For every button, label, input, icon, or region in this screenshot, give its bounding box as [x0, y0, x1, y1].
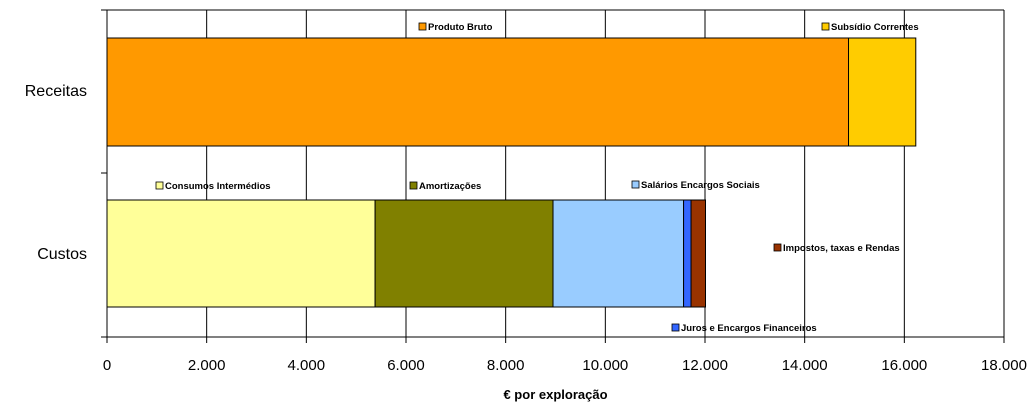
legend-swatch — [821, 22, 830, 31]
legend-label: Consumos Intermédios — [165, 181, 271, 192]
x-tick-labels: 0 2.000 4.000 6.000 8.000 10.000 12.000 14.000 1… — [103, 357, 1027, 374]
x-tick-label: 16.000 — [881, 357, 927, 374]
bar-segment — [683, 199, 692, 308]
legend-swatch — [773, 243, 782, 252]
legend-label: Salários Encargos Sociais — [641, 180, 760, 191]
legend-label: Impostos, taxas e Rendas — [783, 243, 900, 254]
bar-segment — [106, 37, 850, 147]
legend-swatch — [671, 323, 680, 332]
x-tick-label: 2.000 — [188, 357, 226, 374]
legend-swatch — [155, 181, 164, 190]
bar-segment — [848, 37, 917, 147]
legend-item: Impostos, taxas e Rendas — [773, 243, 900, 254]
legend-label: Produto Bruto — [428, 22, 493, 33]
category-label: Receitas — [25, 83, 87, 100]
legend-swatch — [418, 22, 427, 31]
x-tick-label: 0 — [103, 357, 111, 374]
x-tick-label: 8.000 — [487, 357, 525, 374]
x-axis-title: € por exploração — [503, 387, 607, 402]
legend-label: Juros e Encargos Financeiros — [681, 323, 817, 334]
legend-label: Subsídio Correntes — [831, 22, 919, 33]
legend-label: Amortizações — [419, 181, 481, 192]
category-label: Custos — [37, 246, 87, 263]
x-tick-label: 4.000 — [288, 357, 326, 374]
legend-labels: Produto Bruto Subsídio Correntes Consumos … — [155, 22, 919, 334]
x-tick-label: 18.000 — [981, 357, 1027, 374]
x-tick-label: 10.000 — [582, 357, 628, 374]
bar-segment — [690, 199, 706, 308]
axes — [101, 9, 1005, 343]
legend-item: Juros e Encargos Financeiros — [671, 323, 817, 334]
bar-segment — [552, 199, 685, 308]
legend-item: Subsídio Correntes — [821, 22, 919, 33]
legend-swatch — [631, 180, 640, 189]
bar-segment — [106, 199, 376, 308]
legend-item: Salários Encargos Sociais — [631, 180, 760, 191]
legend-item: Amortizações — [409, 181, 481, 192]
category-labels: Receitas Custos — [25, 83, 87, 263]
legend-swatch — [409, 181, 418, 190]
bar-segments — [106, 37, 917, 308]
legend-item: Produto Bruto — [418, 22, 493, 33]
x-tick-label: 14.000 — [782, 357, 828, 374]
x-tick-label: 12.000 — [682, 357, 728, 374]
bar-segment — [374, 199, 554, 308]
legend-item: Consumos Intermédios — [155, 181, 271, 192]
x-tick-label: 6.000 — [387, 357, 425, 374]
